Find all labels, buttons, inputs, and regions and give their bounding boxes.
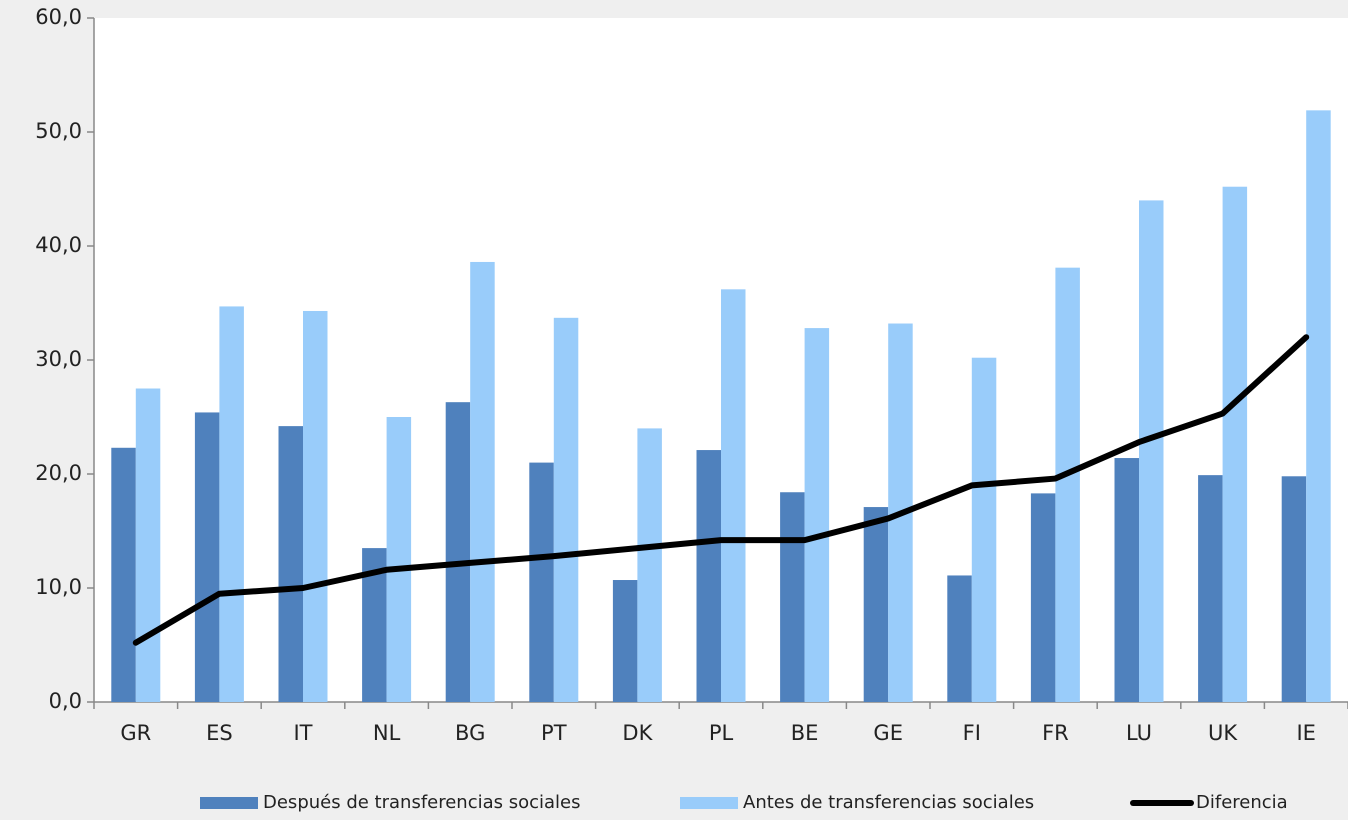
y-tick-label: 0,0: [49, 689, 82, 713]
bar: [219, 306, 244, 702]
bar: [470, 261, 495, 702]
x-tick-label: LU: [1126, 721, 1152, 745]
bar: [721, 289, 746, 702]
y-tick-label: 20,0: [35, 461, 82, 485]
x-tick-label: FI: [963, 721, 981, 745]
bar: [1030, 493, 1056, 702]
x-tick-label: IT: [293, 721, 312, 745]
bar: [804, 328, 830, 702]
legend-swatch: [680, 797, 738, 809]
bar: [612, 580, 638, 702]
line: [132, 334, 1310, 646]
x-tick-label: BG: [455, 721, 485, 745]
y-tick-label: 10,0: [35, 575, 82, 599]
bar: [780, 492, 805, 702]
legend-swatch: [200, 797, 258, 809]
legend-label: Diferencia: [1196, 792, 1288, 813]
bar: [386, 417, 412, 702]
bar: [1198, 475, 1223, 702]
x-tick-label: UK: [1208, 721, 1238, 745]
bar: [1281, 476, 1307, 702]
x-tick-label: DK: [622, 721, 653, 745]
x-tick-label: IE: [1296, 721, 1315, 745]
bar: [1306, 110, 1331, 703]
bar: [1222, 186, 1248, 703]
x-tick-label: ES: [206, 721, 233, 745]
y-tick-label: 30,0: [35, 347, 82, 371]
x-tick-label: NL: [373, 721, 401, 745]
bar: [637, 428, 662, 702]
bar: [303, 310, 328, 702]
y-tick-label: 60,0: [35, 5, 82, 29]
x-tick-label: FR: [1042, 721, 1069, 745]
bar: [278, 426, 303, 702]
legend-label: Después de transferencias sociales: [263, 792, 581, 813]
y-tick-label: 50,0: [35, 119, 82, 143]
bar: [135, 388, 161, 702]
bar: [1139, 200, 1164, 702]
legend-label: Antes de transferencias sociales: [743, 792, 1034, 813]
x-tick-label: GE: [873, 721, 903, 745]
bar: [696, 450, 721, 702]
bar: [863, 507, 889, 702]
x-tick-label: PL: [709, 721, 734, 745]
bar: [1114, 458, 1139, 702]
x-tick-label: PT: [541, 721, 567, 745]
bar: [529, 462, 554, 702]
x-tick-label: GR: [120, 721, 151, 745]
y-tick-label: 40,0: [35, 233, 82, 257]
bar: [111, 447, 136, 702]
x-tick-label: BE: [791, 721, 819, 745]
bar: [445, 402, 471, 702]
bar: [947, 575, 972, 702]
bar: [194, 412, 220, 702]
bar: [1055, 267, 1080, 702]
bar: [971, 357, 997, 702]
bar: [553, 317, 579, 702]
